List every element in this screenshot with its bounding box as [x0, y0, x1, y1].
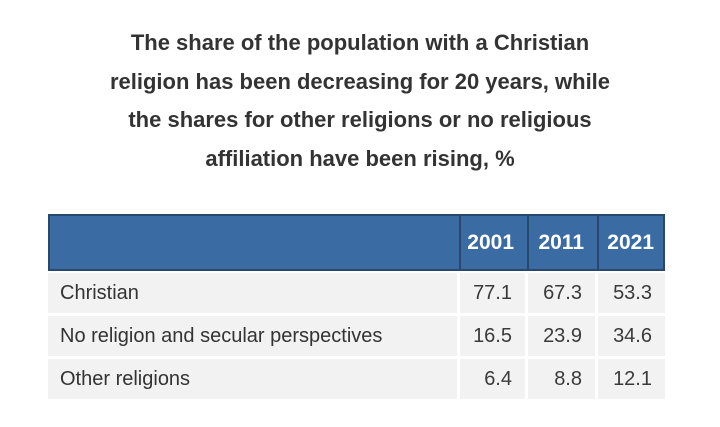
value-2011: 8.8 [525, 359, 595, 399]
table-row-christian: Christian 77.1 67.3 53.3 [48, 273, 665, 313]
header-cell-2021: 2021 [597, 216, 667, 269]
value-2021: 53.3 [595, 273, 665, 313]
row-label: Other religions [48, 359, 457, 399]
table-header-row: 2001 2011 2021 [48, 214, 665, 271]
value-2011: 23.9 [525, 316, 595, 356]
page-title-line-1: The share of the population with a Chris… [130, 30, 590, 55]
table-row-no-religion: No religion and secular perspectives 16.… [48, 316, 665, 356]
value-2001: 6.4 [457, 359, 525, 399]
value-2011: 67.3 [525, 273, 595, 313]
header-cell-empty [50, 216, 459, 269]
page-title-line-3: the shares for other religions or no rel… [128, 107, 592, 132]
religion-share-table: 2001 2011 2021 Christian 77.1 67.3 53.3 … [48, 214, 665, 399]
value-2021: 34.6 [595, 316, 665, 356]
page-title-line-4: affiliation have been rising, % [205, 145, 515, 171]
value-2001: 77.1 [457, 273, 525, 313]
header-cell-2011: 2011 [527, 216, 597, 269]
page-title: The share of the population with a Chris… [30, 24, 690, 178]
row-label: Christian [48, 273, 457, 313]
value-2001: 16.5 [457, 316, 525, 356]
page-title-line-2: religion has been decreasing for 20 year… [109, 68, 611, 94]
table-row-other-religions: Other religions 6.4 8.8 12.1 [48, 359, 665, 399]
value-2021: 12.1 [595, 359, 665, 399]
row-label: No religion and secular perspectives [48, 316, 457, 356]
header-cell-2001: 2001 [459, 216, 527, 269]
